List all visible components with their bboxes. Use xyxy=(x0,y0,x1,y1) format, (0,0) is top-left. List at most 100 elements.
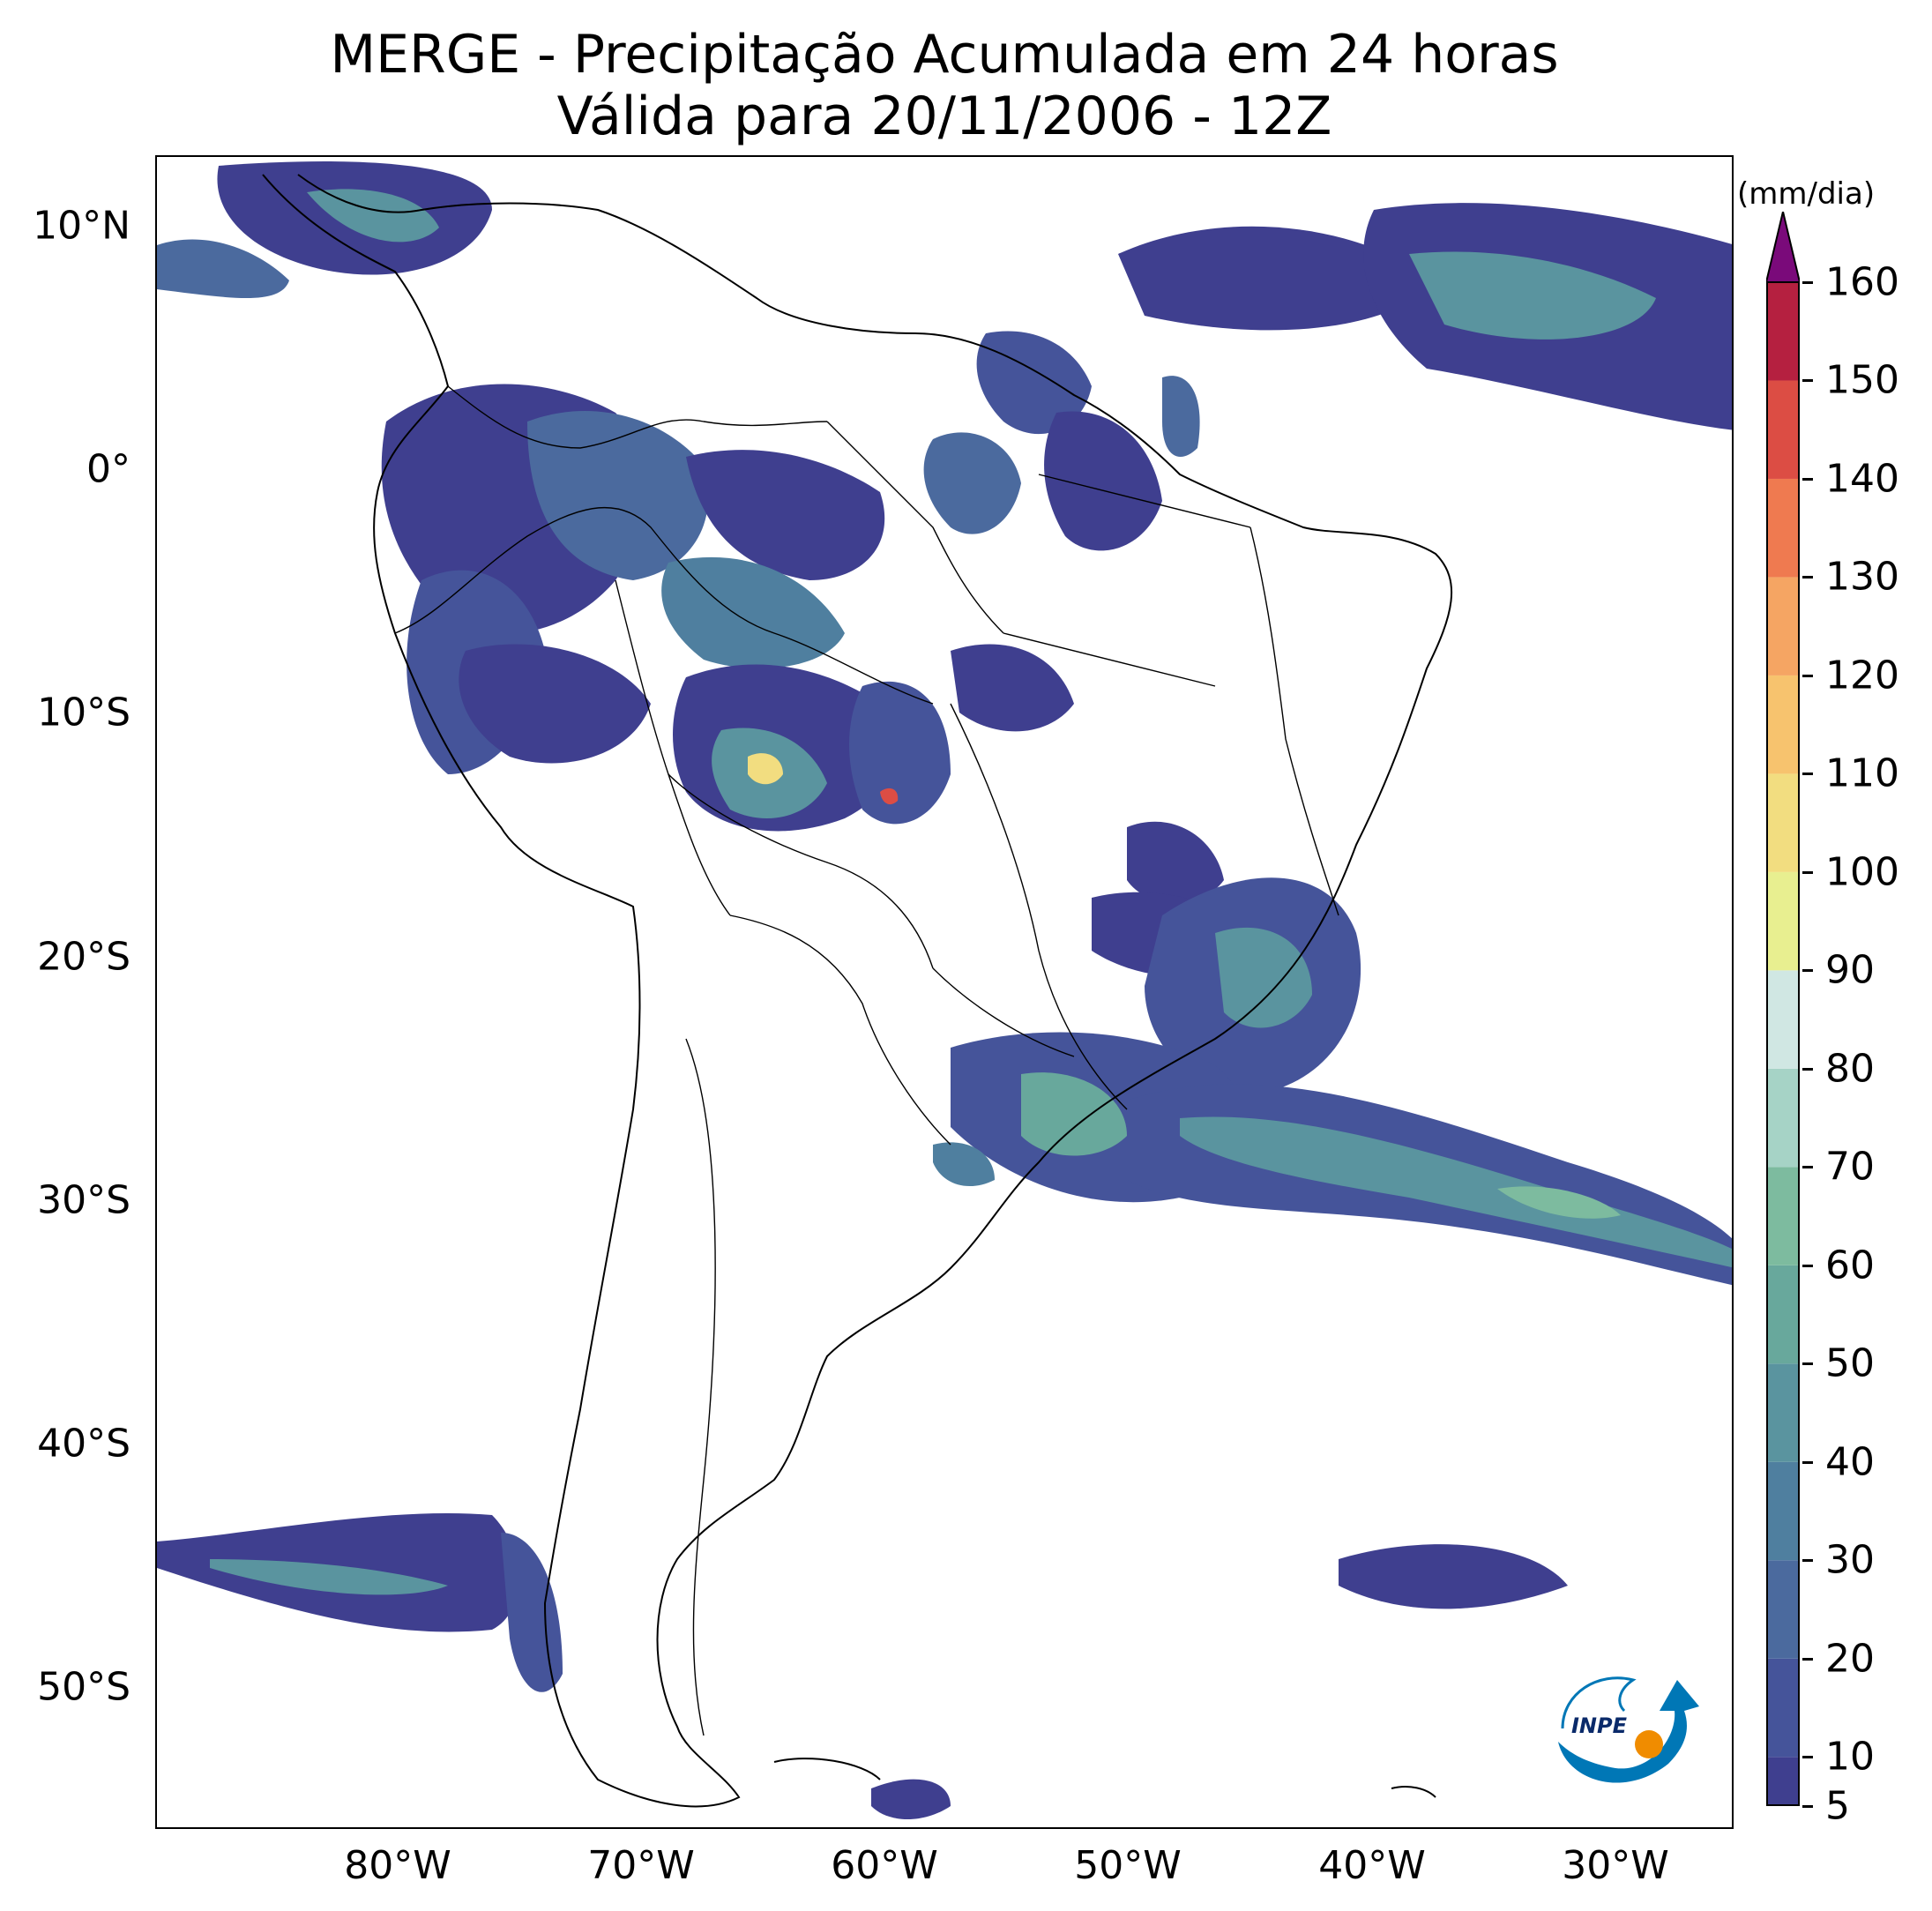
border xyxy=(950,703,1128,1110)
colorbar-label: 60 xyxy=(1825,1243,1875,1288)
lat-label: 10°S xyxy=(37,690,131,735)
lat-label: 50°S xyxy=(37,1664,131,1710)
border xyxy=(1038,474,1251,528)
colorbar-tick xyxy=(1802,674,1813,677)
map-title: MERGE - Precipitação Acumulada em 24 hor… xyxy=(330,24,1559,86)
colorbar-tick xyxy=(1802,1166,1813,1169)
precip-area xyxy=(976,331,1092,435)
colorbar-label: 90 xyxy=(1825,947,1875,993)
colorbar-segment xyxy=(1766,1068,1800,1168)
colorbar-tick xyxy=(1802,969,1813,973)
border xyxy=(615,579,731,916)
colorbar-tick xyxy=(1802,1559,1813,1563)
map-panel xyxy=(155,155,1734,1829)
colorbar-extend-arrow xyxy=(1766,212,1800,283)
lat-label: 40°S xyxy=(37,1421,131,1467)
precip-peak xyxy=(748,753,783,785)
lon-label: 40°W xyxy=(1318,1843,1426,1888)
colorbar-segment xyxy=(1766,1658,1800,1758)
colorbar-segment xyxy=(1766,773,1800,872)
map-subtitle: Válida para 20/11/2006 - 12Z xyxy=(556,86,1332,147)
precip-area xyxy=(1162,376,1200,457)
colorbar xyxy=(1766,212,1800,1806)
colorbar-tick xyxy=(1802,1264,1813,1267)
country-borders xyxy=(394,385,1339,1736)
colorbar-tick xyxy=(1802,1805,1813,1808)
colorbar-label: 110 xyxy=(1825,750,1899,796)
colorbar-label: 80 xyxy=(1825,1046,1875,1092)
inpe-logo: INPE xyxy=(1558,1676,1699,1783)
colorbar-segment xyxy=(1766,1363,1800,1462)
precipitation-map xyxy=(157,161,1732,1819)
precip-area xyxy=(951,644,1074,732)
precipitation-fields xyxy=(157,161,1732,1819)
precip-area xyxy=(1118,226,1436,331)
colorbar-tick xyxy=(1802,379,1813,383)
colorbar-segment xyxy=(1766,1265,1800,1364)
precip-area xyxy=(527,411,709,580)
colorbar-tick xyxy=(1802,477,1813,481)
precip-area xyxy=(923,432,1021,534)
colorbar-tick xyxy=(1802,1460,1813,1464)
lat-label: 0° xyxy=(86,446,131,492)
colorbar-tick xyxy=(1802,576,1813,579)
precip-area xyxy=(1215,927,1312,1028)
precip-peak xyxy=(880,788,899,805)
colorbar-segment xyxy=(1766,675,1800,774)
border xyxy=(729,914,951,1146)
colorbar-label: 120 xyxy=(1825,653,1899,698)
colorbar-tick xyxy=(1802,1756,1813,1759)
colorbar-label: 50 xyxy=(1825,1340,1875,1386)
colorbar-label: 160 xyxy=(1825,259,1899,305)
colorbar-tick xyxy=(1802,1657,1813,1661)
lon-label: 70°W xyxy=(587,1843,695,1888)
colorbar-label: 5 xyxy=(1825,1783,1850,1829)
precip-band xyxy=(1497,1186,1621,1219)
colorbar-segment xyxy=(1766,577,1800,676)
south-georgia-coast xyxy=(1391,1786,1436,1798)
colorbar-segment xyxy=(1766,1167,1800,1265)
colorbar-label: 70 xyxy=(1825,1144,1875,1190)
precip-area xyxy=(1021,1072,1127,1156)
border xyxy=(1003,632,1216,687)
lat-label: 10°N xyxy=(33,203,131,249)
precip-area xyxy=(1044,411,1162,551)
colorbar-label: 10 xyxy=(1825,1734,1875,1780)
south-america-coast xyxy=(262,174,1453,1808)
lat-label: 20°S xyxy=(37,934,131,980)
precip-area xyxy=(1127,821,1224,904)
border xyxy=(668,773,934,969)
precip-area xyxy=(157,239,289,298)
border xyxy=(685,1038,716,1736)
falklands-coast xyxy=(773,1758,881,1780)
colorbar-label: 30 xyxy=(1825,1537,1875,1583)
colorbar-segment xyxy=(1766,478,1800,578)
precip-area xyxy=(933,1142,995,1187)
border xyxy=(1249,526,1339,916)
colorbar-tick xyxy=(1802,773,1813,776)
lon-label: 50°W xyxy=(1074,1843,1182,1888)
colorbar-label: 40 xyxy=(1825,1439,1875,1485)
border xyxy=(447,385,828,449)
colorbar-segment xyxy=(1766,1560,1800,1659)
precip-area xyxy=(459,644,651,764)
colorbar-segment xyxy=(1766,1461,1800,1561)
precip-area xyxy=(1409,251,1656,340)
colorbar-label: 20 xyxy=(1825,1636,1875,1682)
colorbar-segment xyxy=(1766,871,1800,971)
lon-label: 60°W xyxy=(831,1843,938,1888)
colorbar-segment xyxy=(1766,282,1800,381)
colorbar-label: 140 xyxy=(1825,456,1899,502)
colorbar-unit: (mm/dia) xyxy=(1737,176,1876,212)
colorbar-segment xyxy=(1766,1757,1800,1806)
border xyxy=(394,506,934,705)
lon-label: 30°W xyxy=(1562,1843,1669,1888)
precip-area xyxy=(661,556,845,668)
precip-area xyxy=(849,681,951,825)
colorbar-tick xyxy=(1802,281,1813,284)
precip-area xyxy=(1339,1544,1568,1609)
colorbar-tick xyxy=(1802,1067,1813,1071)
coastlines xyxy=(262,174,1453,1808)
logo-text: INPE xyxy=(1571,1713,1628,1738)
precip-area xyxy=(871,1779,951,1819)
